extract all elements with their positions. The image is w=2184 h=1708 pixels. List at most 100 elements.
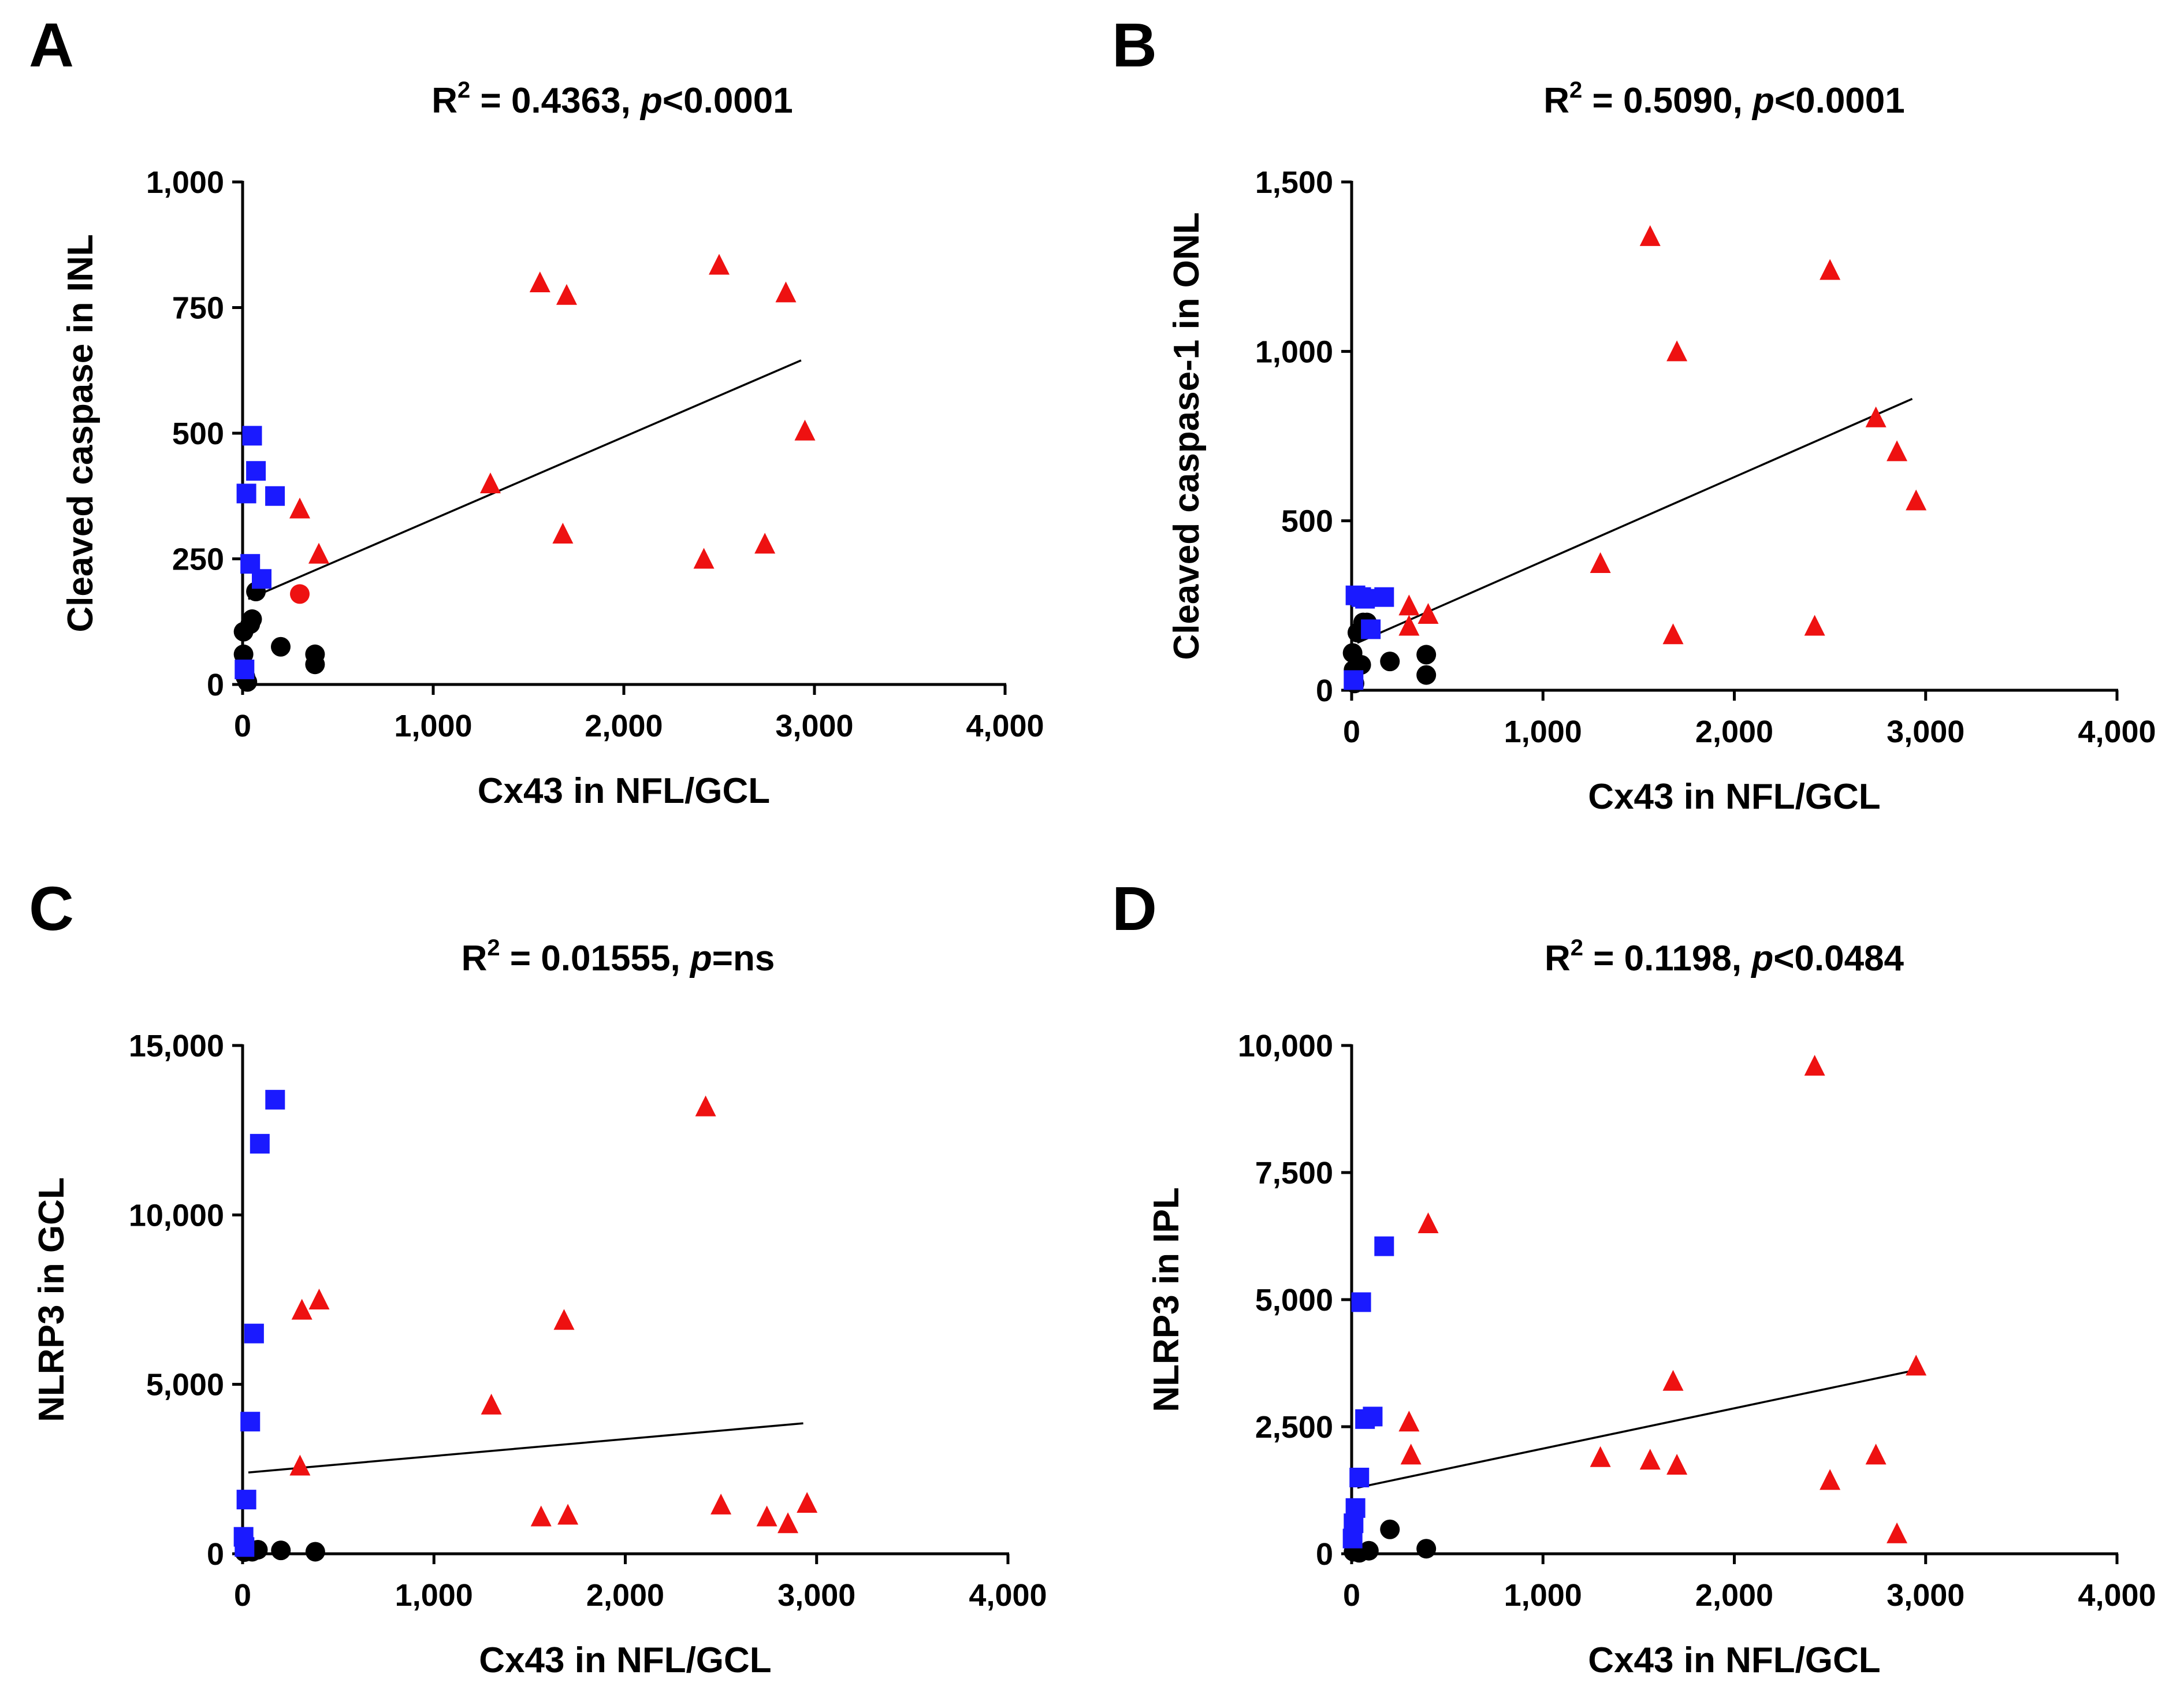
data-point-triangle — [1398, 1411, 1420, 1432]
y-tick-label: 0 — [207, 1537, 224, 1572]
series-triangles-red — [1398, 1055, 1927, 1543]
data-point-triangle — [1400, 1443, 1422, 1465]
data-point-triangle — [1398, 615, 1420, 636]
data-point-square — [1361, 619, 1381, 639]
r-symbol: R — [462, 939, 488, 978]
p-value: =ns — [712, 939, 775, 978]
stat-title-d: R2 = 0.1198, p<0.0484 — [1545, 935, 1904, 978]
x-tick-label: 3,000 — [1887, 715, 1965, 749]
p-value: <0.0001 — [663, 81, 793, 121]
y-tick-label: 1,000 — [146, 165, 224, 200]
y-tick-label: 10,000 — [1238, 1029, 1333, 1063]
data-point-triangle — [552, 523, 574, 544]
data-point-square — [240, 1412, 261, 1432]
y-tick-label: 10,000 — [129, 1198, 224, 1233]
r-symbol: R — [431, 81, 457, 121]
r-squared-value: = 0.01555, — [500, 939, 690, 978]
data-point-triangle — [1639, 225, 1661, 246]
data-point-square — [236, 1490, 256, 1510]
r-squared-value: = 0.1198, — [1583, 939, 1751, 978]
y-tick-label: 1,500 — [1255, 165, 1333, 200]
r-superscript: 2 — [1571, 935, 1583, 961]
data-point-square — [1344, 670, 1364, 690]
y-tick-label: 750 — [172, 291, 224, 326]
data-point-triangle — [754, 533, 776, 554]
p-value: <0.0001 — [1774, 81, 1905, 121]
data-point-triangle — [1639, 1449, 1661, 1470]
data-point-triangle — [1820, 1469, 1841, 1490]
x-tick-label: 2,000 — [586, 1578, 664, 1613]
r-superscript: 2 — [1569, 77, 1582, 103]
data-point-triangle — [529, 271, 550, 292]
data-point-circle — [290, 584, 310, 604]
data-point-circle — [271, 1540, 291, 1561]
y-tick-label: 0 — [1316, 673, 1333, 708]
y-tick-label: 0 — [207, 668, 224, 702]
x-axis-title-c: Cx43 in NFL/GCL — [479, 1640, 771, 1680]
data-point-triangle — [557, 1504, 579, 1525]
data-point-triangle — [308, 1289, 330, 1309]
y-axis-title-a: Cleaved caspase in INL — [61, 234, 101, 632]
data-point-triangle — [1906, 489, 1927, 511]
r-squared-value: = 0.5090, — [1582, 81, 1753, 121]
data-point-square — [1355, 589, 1375, 609]
data-point-circle — [305, 654, 325, 675]
data-point-square — [1374, 1236, 1394, 1256]
data-point-circle — [305, 1542, 325, 1562]
x-tick-label: 0 — [234, 1578, 251, 1613]
r-symbol: R — [1543, 81, 1569, 121]
data-point-square — [1351, 1292, 1371, 1312]
series-squares-blue — [1344, 585, 1394, 690]
data-point-triangle — [480, 472, 501, 493]
panel-c: C R2 = 0.01555, p=ns 0 1,000 2,000 3,000 4,000… — [29, 873, 1047, 1680]
panel-letter-b: B — [1112, 10, 1157, 80]
p-symbol: p — [689, 939, 712, 978]
data-point-triangle — [1666, 340, 1688, 362]
x-tick-label: 0 — [234, 709, 251, 743]
data-point-square — [1363, 1406, 1383, 1427]
y-axis-title-b: Cleaved caspase-1 in ONL — [1167, 212, 1207, 660]
x-tick-label: 3,000 — [1887, 1578, 1965, 1613]
data-point-triangle — [1666, 1454, 1688, 1475]
series-squares-blue — [1342, 1236, 1394, 1549]
series-circles-red — [290, 584, 310, 604]
regression-line-b — [1357, 397, 1913, 644]
y-tick-label: 5,000 — [1255, 1283, 1333, 1318]
data-point-triangle — [530, 1505, 552, 1527]
data-point-triangle — [553, 1309, 575, 1330]
stat-title-a: R2 = 0.4363, p<0.0001 — [431, 77, 793, 121]
x-axis-title-a: Cx43 in NFL/GCL — [478, 771, 770, 811]
data-point-square — [235, 659, 255, 679]
data-point-triangle — [709, 254, 730, 275]
x-tick-label: 4,000 — [2078, 1578, 2156, 1613]
data-point-square — [265, 486, 285, 506]
x-tick-label: 2,000 — [1695, 715, 1773, 749]
data-point-square — [242, 426, 262, 446]
data-point-square — [1374, 587, 1394, 607]
data-point-triangle — [1662, 1370, 1684, 1391]
panel-a: A R2 = 0.4363, p<0.0001 0 1,000 2,000 3,000 4,… — [29, 10, 1044, 811]
data-point-triangle — [1417, 1212, 1439, 1233]
data-point-square — [246, 461, 266, 481]
series-squares-blue — [233, 1089, 285, 1557]
data-point-triangle — [308, 542, 329, 564]
data-point-circle — [1380, 652, 1400, 672]
r-squared-value: = 0.4363, — [470, 81, 641, 121]
panel-d: D R2 = 0.1198, p<0.0484 0 1,000 2,000 3,000 4,… — [1112, 873, 2156, 1680]
data-point-triangle — [1417, 603, 1439, 624]
data-point-circle — [242, 609, 262, 629]
p-symbol: p — [1751, 81, 1774, 121]
data-point-triangle — [1906, 1355, 1927, 1376]
data-point-square — [235, 1537, 255, 1557]
data-point-triangle — [1865, 1443, 1887, 1465]
series-squares-blue — [235, 426, 285, 679]
y-axis-title-c: NLRP3 in GCL — [32, 1177, 72, 1422]
data-point-triangle — [1820, 259, 1841, 280]
data-point-triangle — [695, 1095, 716, 1117]
series-triangles-red — [289, 1095, 818, 1534]
y-tick-label: 5,000 — [146, 1368, 224, 1402]
y-tick-label: 500 — [1281, 504, 1333, 539]
y-axis-title-d: NLRP3 in IPL — [1147, 1187, 1186, 1412]
x-tick-label: 2,000 — [1695, 1578, 1773, 1613]
x-tick-label: 3,000 — [777, 1578, 855, 1613]
